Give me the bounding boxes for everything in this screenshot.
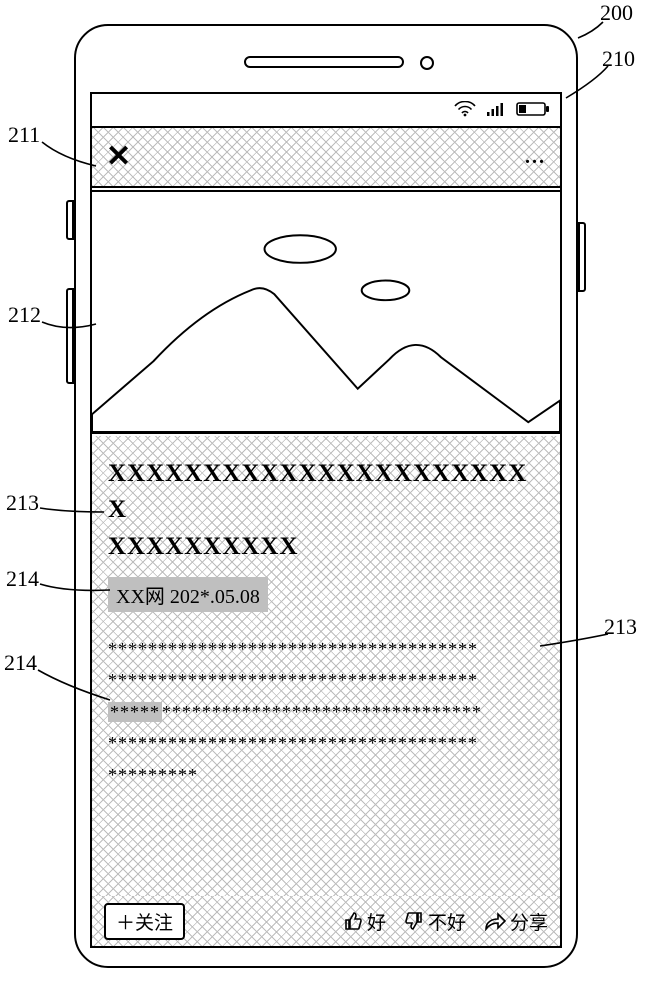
- callout-214b: 214: [4, 650, 37, 676]
- callout-214a: 214: [6, 566, 39, 592]
- callout-213b: 213: [604, 614, 637, 640]
- callout-200: 200: [600, 0, 633, 26]
- figure-canvas: ✕ ... XXXXXXXXXXXXXXXXXXXXXXX XXXXXXXXXX…: [0, 0, 648, 1000]
- leaders: [0, 0, 648, 1000]
- callout-211: 211: [8, 122, 40, 148]
- callout-210: 210: [602, 46, 635, 72]
- callout-212: 212: [8, 302, 41, 328]
- callout-213a: 213: [6, 490, 39, 516]
